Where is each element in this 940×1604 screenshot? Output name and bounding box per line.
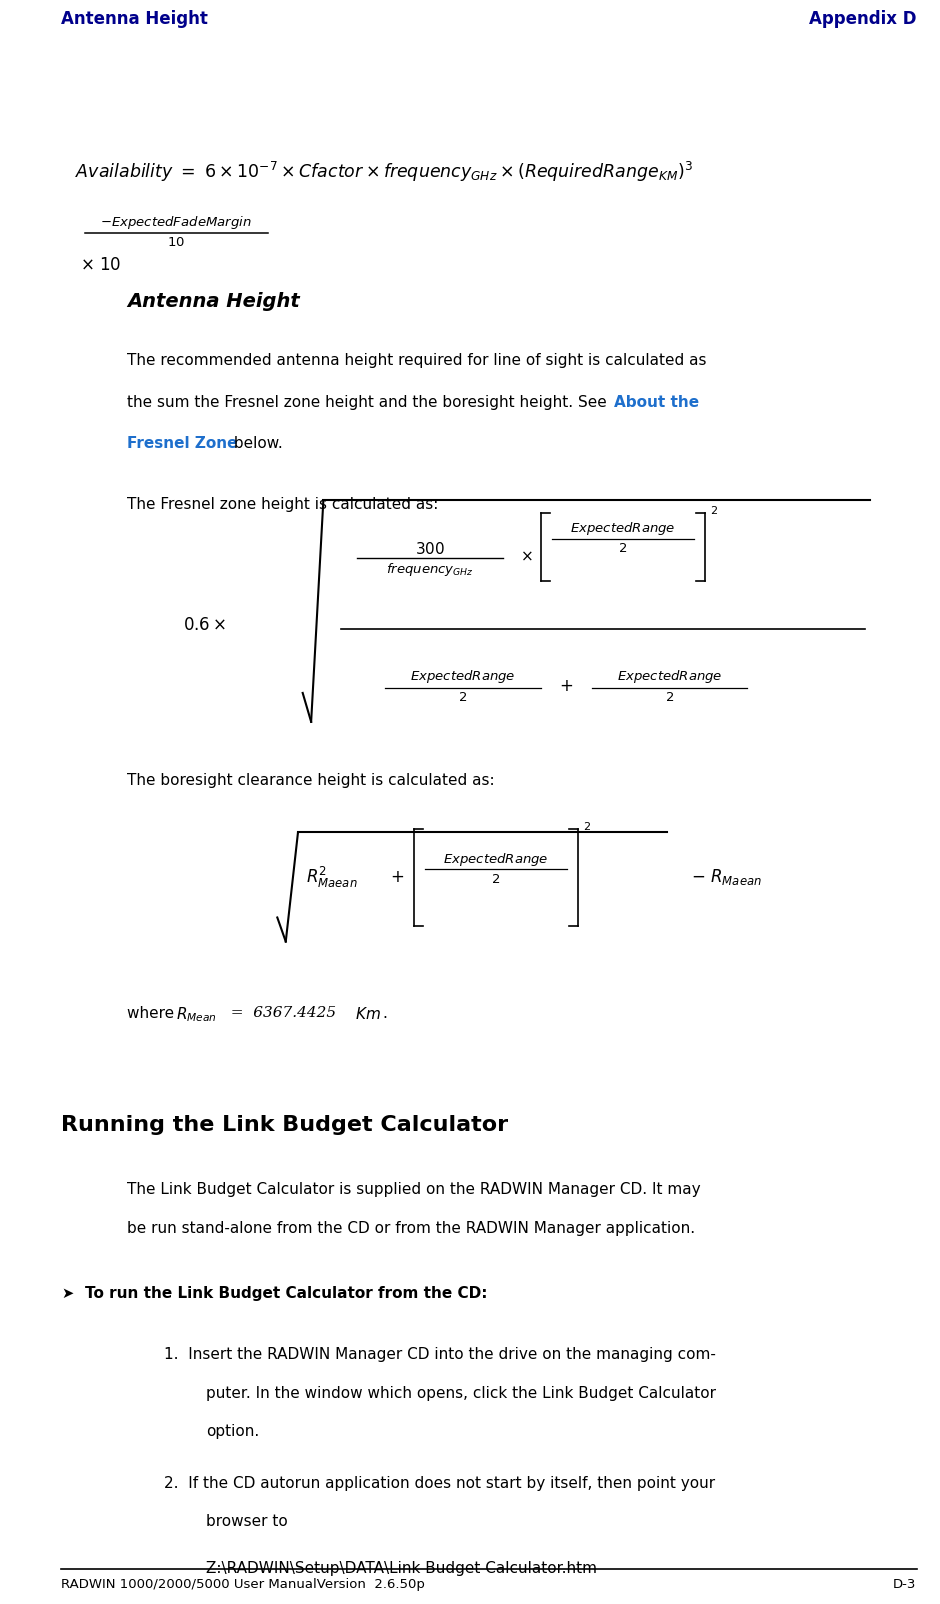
Text: $0.6\times$: $0.6\times$ — [183, 618, 227, 634]
Text: The Fresnel zone height is calculated as:: The Fresnel zone height is calculated as… — [127, 497, 438, 512]
Text: Fresnel Zone: Fresnel Zone — [127, 436, 238, 451]
Text: $2$: $2$ — [710, 505, 717, 516]
Text: $\mathit{ExpectedRange}$: $\mathit{ExpectedRange}$ — [410, 667, 516, 685]
Text: Running the Link Budget Calculator: Running the Link Budget Calculator — [61, 1115, 509, 1134]
Text: $2$: $2$ — [492, 873, 500, 885]
Text: $2$: $2$ — [666, 691, 674, 704]
Text: $\mathit{Availability}\ =\ 6\times10^{-7}\times \mathit{Cfactor}\times \mathit{f: $\mathit{Availability}\ =\ 6\times10^{-7… — [75, 160, 693, 184]
Text: puter. In the window which opens, click the Link Budget Calculator: puter. In the window which opens, click … — [206, 1386, 716, 1400]
Text: The Link Budget Calculator is supplied on the RADWIN Manager CD. It may: The Link Budget Calculator is supplied o… — [127, 1182, 700, 1197]
Text: be run stand-alone from the CD or from the RADWIN Manager application.: be run stand-alone from the CD or from t… — [127, 1221, 695, 1235]
Text: 2.  If the CD autorun application does not start by itself, then point your: 2. If the CD autorun application does no… — [164, 1476, 715, 1490]
Text: .: . — [383, 1006, 387, 1020]
Text: Antenna Height: Antenna Height — [127, 292, 300, 311]
Text: option.: option. — [206, 1424, 259, 1439]
Text: $2$: $2$ — [619, 542, 627, 555]
Text: RADWIN 1000/2000/5000 User ManualVersion  2.6.50p: RADWIN 1000/2000/5000 User ManualVersion… — [61, 1578, 425, 1591]
Text: $\times\ 10$: $\times\ 10$ — [80, 257, 121, 274]
Text: 1.  Insert the RADWIN Manager CD into the drive on the managing com-: 1. Insert the RADWIN Manager CD into the… — [164, 1347, 716, 1362]
Text: $\mathit{frequency}_{GHz}$: $\mathit{frequency}_{GHz}$ — [386, 561, 474, 579]
Text: $10$: $10$ — [167, 236, 185, 249]
Text: the sum the Fresnel zone height and the boresight height. See: the sum the Fresnel zone height and the … — [127, 395, 612, 409]
Text: =  6367.4425: = 6367.4425 — [221, 1006, 336, 1020]
Text: D-3: D-3 — [893, 1578, 916, 1591]
Text: The recommended antenna height required for line of sight is calculated as: The recommended antenna height required … — [127, 353, 706, 367]
Text: where: where — [127, 1006, 179, 1020]
Text: browser to: browser to — [206, 1514, 288, 1529]
Text: $+$: $+$ — [390, 869, 404, 885]
Text: ➤: ➤ — [61, 1286, 73, 1301]
Text: Appendix D: Appendix D — [809, 10, 916, 29]
Text: To run the Link Budget Calculator from the CD:: To run the Link Budget Calculator from t… — [85, 1286, 487, 1301]
Text: Z:\RADWIN\Setup\DATA\Link Budget Calculator.htm: Z:\RADWIN\Setup\DATA\Link Budget Calcula… — [206, 1561, 597, 1575]
Text: $\mathit{ExpectedRange}$: $\mathit{ExpectedRange}$ — [617, 667, 723, 685]
Text: $2$: $2$ — [459, 691, 467, 704]
Text: Antenna Height: Antenna Height — [61, 10, 208, 29]
Text: About the: About the — [615, 395, 699, 409]
Text: $-\ \mathit{R}_{\mathit{Maean}}$: $-\ \mathit{R}_{\mathit{Maean}}$ — [691, 868, 761, 887]
Text: $\mathit{ExpectedRange}$: $\mathit{ExpectedRange}$ — [570, 520, 676, 537]
Text: $\mathit{R}^2_{\mathit{Maean}}$: $\mathit{R}^2_{\mathit{Maean}}$ — [306, 865, 357, 890]
Text: $\mathit{ExpectedRange}$: $\mathit{ExpectedRange}$ — [443, 850, 549, 868]
Text: $+$: $+$ — [559, 678, 573, 695]
Text: $\mathit{Km}$: $\mathit{Km}$ — [355, 1006, 381, 1022]
Text: The boresight clearance height is calculated as:: The boresight clearance height is calcul… — [127, 773, 494, 788]
Text: $\mathit{R}_{Mean}$: $\mathit{R}_{Mean}$ — [176, 1006, 217, 1025]
Text: $\mathit{-ExpectedFadeMargin}$: $\mathit{-ExpectedFadeMargin}$ — [101, 213, 252, 231]
Text: $300$: $300$ — [415, 541, 445, 557]
Text: $\times$: $\times$ — [520, 550, 532, 563]
Text: below.: below. — [229, 436, 283, 451]
Text: $2$: $2$ — [583, 821, 590, 832]
